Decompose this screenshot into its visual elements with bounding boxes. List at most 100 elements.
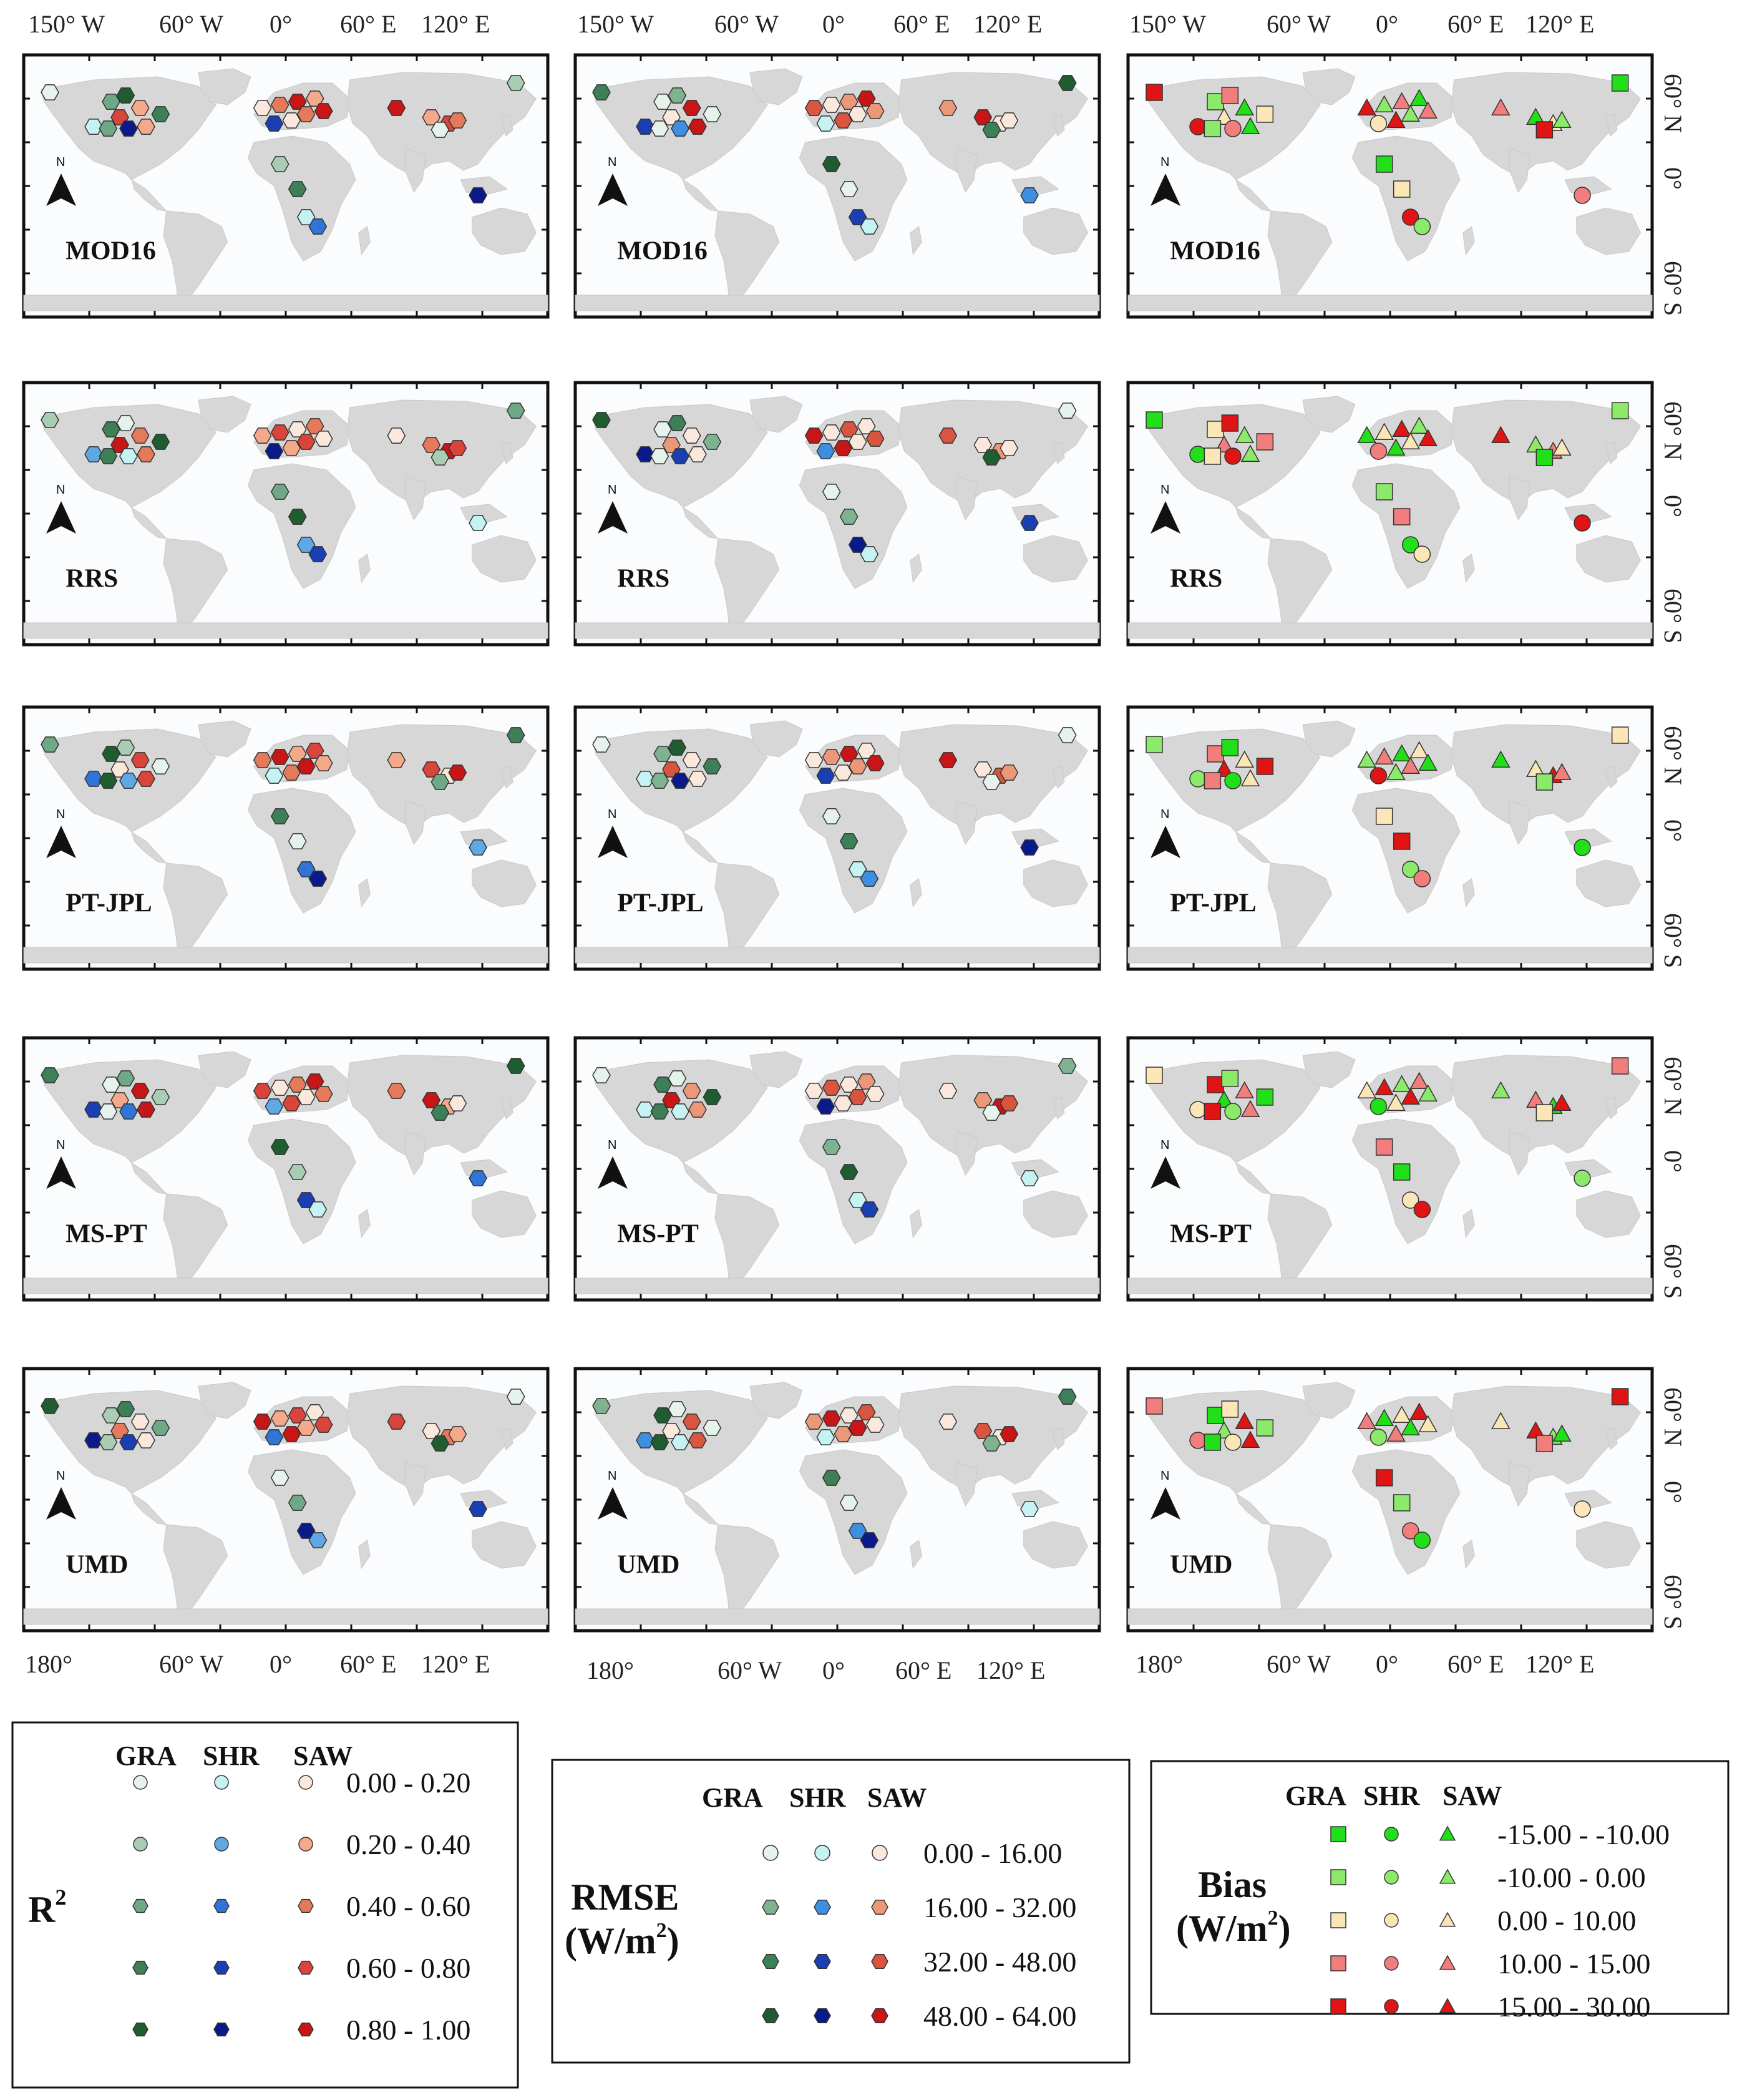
site-marker-saw	[1409, 1072, 1429, 1089]
north-arrow-icon: N	[598, 1469, 628, 1520]
site-marker-saw	[834, 112, 853, 129]
lon-label: 60° W	[718, 1656, 782, 1684]
site-marker-shr	[84, 446, 103, 462]
site-marker-gra	[703, 758, 722, 774]
site-marker-gra	[41, 736, 59, 753]
site-markers	[41, 1058, 525, 1218]
legend-bias-symbol-shr	[1384, 1956, 1399, 1971]
north-label: N	[1160, 155, 1169, 169]
site-marker-shr	[1224, 120, 1242, 137]
site-marker-shr	[1574, 839, 1591, 856]
site-marker-gra	[1207, 1076, 1224, 1093]
lat-label: 60° S	[1659, 588, 1687, 643]
legend-r2-range: 0.40 - 0.60	[346, 1890, 470, 1922]
site-marker-saw	[822, 1410, 841, 1427]
site-marker-gra	[288, 509, 307, 525]
site-marker-saw	[253, 752, 272, 768]
site-marker-shr	[469, 839, 487, 856]
legend-r2-rows: 0.00 - 0.20 0.20 - 0.40 0.40 - 0.60 0.60 - …	[132, 1767, 470, 2046]
site-marker-gra	[1393, 508, 1411, 525]
site-marker-saw	[1401, 432, 1420, 449]
site-marker-gra	[116, 415, 135, 431]
model-label: RRS	[617, 565, 669, 593]
site-marker-saw	[834, 1426, 853, 1442]
legend-bias-row: -10.00 - 0.00	[1330, 1862, 1646, 1893]
site-marker-saw	[130, 1083, 150, 1099]
site-marker-gra	[1256, 758, 1274, 775]
legend-bias-symbol-gra	[1330, 1869, 1346, 1885]
site-marker-saw	[448, 1095, 467, 1111]
legend-r2-row: 0.00 - 0.20	[133, 1767, 470, 1799]
site-marker-saw	[137, 446, 155, 462]
model-label: RRS	[66, 565, 118, 593]
legend-bias-unit: (W/m2)	[1176, 1907, 1291, 1949]
lat-label: 60° N	[1659, 1387, 1687, 1447]
site-marker-gra	[151, 434, 170, 450]
site-marker-gra	[41, 1067, 59, 1083]
site-marker-gra	[270, 1470, 290, 1486]
map-panel-ms-pt-rmse: N MS-PT	[573, 1036, 1101, 1302]
site-marker-saw	[1409, 1402, 1429, 1420]
site-marker-saw	[848, 434, 867, 450]
site-marker-saw	[1392, 744, 1411, 761]
site-marker-gra	[1204, 1103, 1222, 1120]
lat-label: 60° N	[1659, 74, 1687, 133]
north-label: N	[1160, 808, 1169, 821]
site-marker-shr	[816, 1098, 835, 1115]
north-label: N	[56, 1138, 65, 1152]
legend-rmse-box	[551, 1759, 1131, 2064]
site-marker-shr	[1224, 772, 1242, 789]
legend-bias-symbol-gra	[1330, 1912, 1346, 1928]
site-markers	[592, 1058, 1077, 1218]
site-marker-shr	[265, 1429, 284, 1445]
site-marker-gra	[653, 1077, 672, 1093]
lat-label: 60° S	[1659, 261, 1687, 316]
site-marker-saw	[448, 1426, 467, 1442]
site-marker-saw	[314, 103, 333, 119]
site-markers	[41, 75, 525, 235]
legend-bias-range: -15.00 - -10.00	[1497, 1819, 1670, 1850]
legend-rmse-symbol-gra	[762, 1899, 779, 1915]
legend-rmse-range: 0.00 - 16.00	[923, 1837, 1062, 1869]
site-marker-gra	[1375, 483, 1393, 501]
legend-rmse-unit: (W/m2)	[565, 1919, 679, 1961]
site-marker-gra	[1256, 433, 1274, 451]
lon-label: 60° W	[714, 10, 779, 38]
site-marker-saw	[688, 119, 707, 135]
site-marker-gra	[151, 106, 170, 122]
site-marker-shr	[1020, 187, 1039, 203]
site-marker-saw	[1392, 92, 1411, 109]
site-marker-shr	[469, 515, 487, 531]
map-panel-pt-jpl-r2: N PT-JPL	[22, 705, 550, 971]
site-marker-saw	[1000, 764, 1019, 781]
lon-label: 0°	[270, 1650, 292, 1678]
lon-label: 60° E	[1448, 1650, 1504, 1678]
model-label: MOD16	[66, 237, 156, 266]
legend-r2-symbol-gra	[133, 1837, 148, 1852]
site-marker-saw	[130, 752, 150, 768]
top-lon-axis-col1: 150° W 60° W 0° 60° E 120° E	[28, 10, 490, 38]
lon-label: 60° W	[159, 10, 223, 38]
site-marker-gra	[653, 94, 672, 110]
legend-bias-symbol-gra	[1330, 1955, 1346, 1971]
legend-r2-range: 0.80 - 1.00	[346, 2014, 470, 2046]
site-marker-gra	[102, 746, 120, 762]
site-marker-gra	[1393, 180, 1411, 198]
legend-r2-symbol-saw	[298, 1775, 313, 1790]
map-panel-rrs-bias: N RRS	[1126, 381, 1654, 647]
site-marker-gra	[839, 509, 859, 525]
legend-r2-symbol-saw	[298, 1837, 313, 1852]
north-label: N	[608, 808, 616, 821]
site-marker-shr	[671, 773, 689, 789]
site-markers	[1146, 74, 1629, 235]
site-marker-gra	[982, 122, 1001, 138]
north-arrow-icon: N	[598, 808, 628, 858]
site-marker-gra	[1058, 75, 1077, 91]
north-arrow-icon: N	[1151, 1138, 1180, 1189]
site-marker-shr	[1189, 118, 1207, 135]
site-marker-saw	[448, 440, 467, 456]
site-markers	[41, 403, 525, 562]
site-marker-gra	[1146, 1067, 1163, 1084]
site-marker-shr	[860, 871, 879, 887]
model-label: UMD	[66, 1551, 128, 1580]
